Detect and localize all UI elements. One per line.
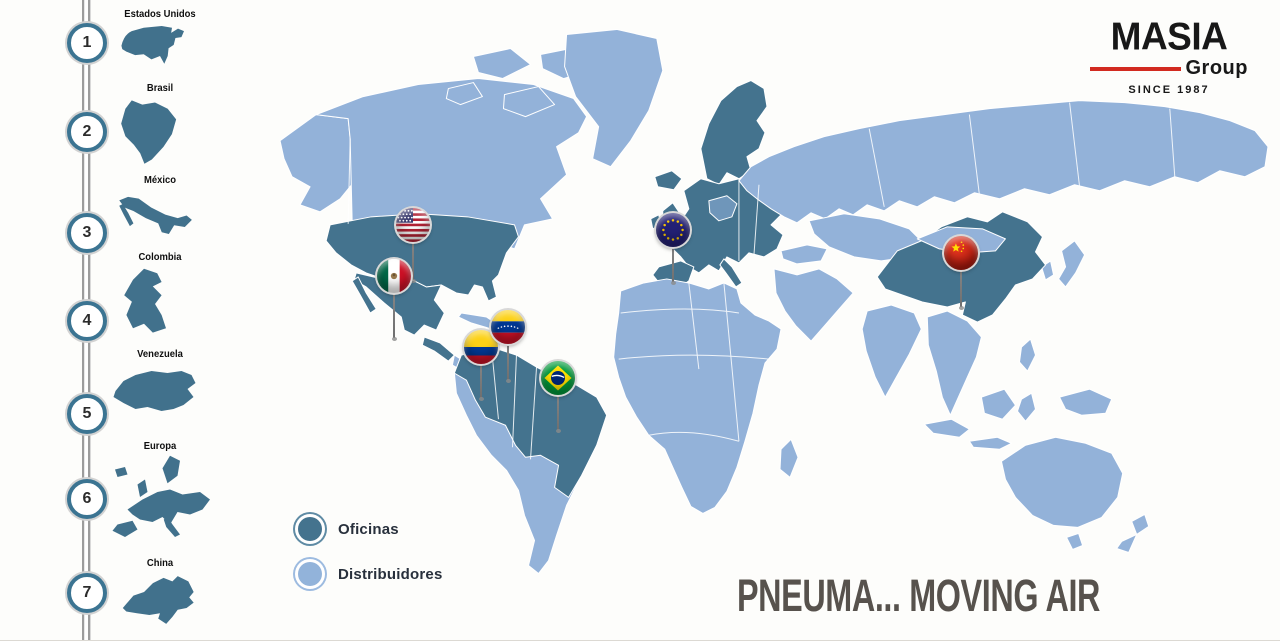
pin-stem — [391, 276, 397, 341]
mexico-flag-icon — [377, 259, 411, 293]
sidebar-item-number: 4 — [67, 301, 107, 341]
legend-distributors-row: Distribuidores — [294, 558, 442, 590]
region-middle-east — [773, 268, 854, 342]
sidebar-item-label: Brasil — [146, 82, 174, 94]
sidebar-item-number: 1 — [67, 23, 107, 63]
sidebar-item-label: Estados Unidos — [124, 8, 196, 20]
sidebar-item-label: China — [146, 557, 174, 569]
continent-asia — [738, 100, 1269, 450]
region-central-europe — [708, 195, 738, 222]
sidebar-item-number: 6 — [67, 479, 107, 519]
country-greenland — [564, 28, 664, 168]
continent-north-america — [279, 28, 664, 342]
sidebar-item-number: 2 — [67, 112, 107, 152]
offices-label: Oficinas — [338, 520, 399, 538]
office-countries-americas — [325, 213, 519, 374]
sidebar-item-label: Europa — [143, 440, 177, 452]
china-silhouette-icon — [100, 569, 220, 631]
country-iceland — [654, 170, 683, 191]
country-tasmania — [1066, 532, 1084, 550]
country-madagascar — [779, 438, 799, 478]
sidebar-item-number: 3 — [67, 213, 107, 253]
continent-oceania — [1000, 436, 1150, 553]
logo-red-line — [1090, 66, 1181, 71]
logo-since-text: SINCE 1987 — [1128, 84, 1210, 96]
country-australia — [1000, 436, 1124, 528]
mexico-silhouette-icon — [100, 188, 220, 250]
logo-group-text: Group — [1185, 57, 1248, 79]
country-new-zealand — [1131, 513, 1150, 535]
sidebar-item-number: 5 — [67, 394, 107, 434]
brazil-flag-icon — [541, 361, 575, 395]
country-russia — [738, 100, 1269, 224]
country-mexico — [353, 272, 445, 336]
tagline: PNEUMA... MOVING AIR — [737, 570, 1101, 621]
country-turkey — [780, 244, 828, 265]
venezuela-silhouette-icon — [100, 361, 215, 431]
logo-brand-name: MASIA — [1110, 14, 1228, 59]
eu-flag-icon — [656, 213, 690, 247]
sidebar-item-label: Venezuela — [137, 348, 183, 360]
europe-silhouette-icon — [100, 452, 225, 552]
country-borders — [347, 102, 1176, 460]
country-india — [861, 304, 922, 398]
venezuela-flag-icon — [491, 310, 525, 344]
pin-stem — [670, 230, 676, 285]
sidebar-item-number: 7 — [67, 573, 107, 613]
sidebar-item-label: México — [143, 174, 177, 186]
world-map — [279, 28, 1269, 575]
legend-offices-row: Oficinas — [294, 513, 442, 545]
pin-stem — [958, 253, 964, 310]
country-usa — [325, 213, 519, 302]
pin-stem — [410, 225, 416, 283]
offices-dot-icon — [298, 517, 322, 541]
china-flag-icon — [944, 236, 978, 270]
country-italy — [719, 258, 743, 288]
usa-flag-icon — [396, 208, 430, 242]
continent-africa — [613, 278, 799, 514]
distributors-label: Distribuidores — [338, 565, 443, 583]
pin-stem — [478, 347, 484, 401]
colombia-flag-icon — [464, 330, 498, 364]
pin-stem — [505, 327, 511, 383]
map-legend: Oficinas Distribuidores — [294, 513, 442, 603]
usa-silhouette-icon — [100, 20, 220, 80]
region-southeast-asia — [926, 310, 982, 416]
country-philippines — [1018, 338, 1037, 372]
distributors-dot-icon — [298, 562, 322, 586]
region-scandinavia — [700, 80, 768, 186]
country-japan — [1058, 240, 1086, 288]
logo-group-row: Group — [1090, 57, 1248, 80]
continent-south-america — [453, 346, 608, 575]
masia-group-logo: MASIA Group SINCE 1987 — [1090, 14, 1248, 96]
country-new-guinea — [1059, 388, 1113, 416]
sidebar-item-label: Colombia — [138, 251, 182, 263]
brazil-silhouette-icon — [100, 94, 210, 168]
continent-europe — [650, 80, 828, 292]
pin-stem — [555, 378, 561, 433]
colombia-silhouette-icon — [100, 264, 210, 344]
